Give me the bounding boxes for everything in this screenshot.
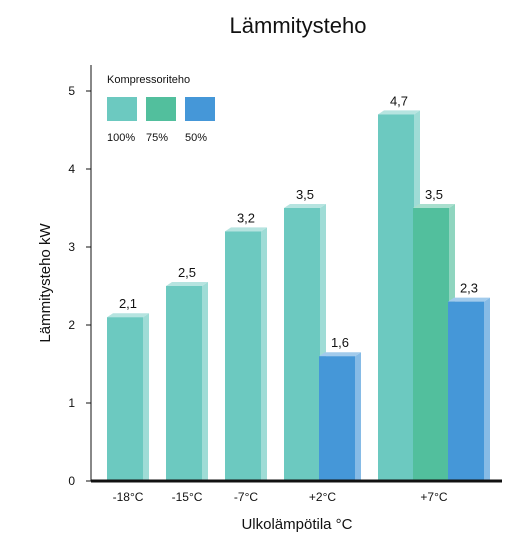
bar-side (355, 352, 361, 481)
bar-cap (448, 297, 490, 302)
bar-value-label: 3,2 (237, 210, 255, 225)
bar-cap (413, 204, 455, 208)
x-tick-label: -7°C (234, 490, 258, 504)
bar-value-label: 1,6 (331, 335, 349, 350)
legend-swatch (146, 97, 176, 121)
bar-value-label: 2,1 (119, 296, 137, 311)
bar-value-label: 3,5 (425, 187, 443, 202)
bar-group: 1,6 (319, 335, 361, 481)
bar-cap (107, 313, 149, 318)
bar (284, 208, 320, 481)
x-tick-label: +2°C (309, 490, 336, 504)
bar (413, 208, 449, 481)
legend-swatch (185, 97, 215, 121)
bar-cap (225, 227, 267, 232)
y-tick-label: 5 (68, 84, 75, 98)
bar-side (484, 297, 490, 481)
bar-value-label: 3,5 (296, 187, 314, 202)
bar-cap (319, 352, 361, 357)
bar-cap (166, 282, 208, 286)
y-axis-ticks: 0 1 2 3 4 5 (68, 84, 91, 488)
legend: Kompressoriteho 100% 75% 50% (107, 74, 215, 144)
legend-label: 75% (146, 132, 168, 144)
bar (378, 114, 414, 482)
bar (448, 301, 484, 481)
legend-title: Kompressoriteho (107, 74, 190, 86)
bar-cap (378, 110, 420, 115)
bar-group: 3,2 (225, 210, 267, 481)
bar-value-label: 2,3 (460, 281, 478, 296)
bar (225, 231, 261, 481)
bars: 2,1 2,5 3,2 3,5 1,6 4,7 3,5 2,3 (107, 93, 490, 482)
bar-side (143, 313, 149, 481)
bar-value-label: 2,5 (178, 265, 196, 280)
bar-side (202, 282, 208, 481)
legend-label: 100% (107, 132, 135, 144)
x-tick-label: +7°C (420, 490, 447, 504)
bar (319, 356, 355, 481)
x-tick-label: -18°C (113, 490, 144, 504)
x-axis-label: Ulkolämpötila °C (241, 516, 352, 533)
y-tick-label: 3 (68, 240, 75, 254)
bar-group: 2,1 (107, 296, 149, 481)
bar-group: 2,3 (448, 281, 490, 481)
bar-side (261, 227, 267, 481)
y-tick-label: 1 (68, 396, 75, 410)
chart-title: Lämmitysteho (230, 13, 367, 38)
bar (107, 317, 143, 481)
x-axis-ticks: -18°C -15°C -7°C +2°C +7°C (113, 490, 448, 504)
bar-value-label: 4,7 (390, 93, 408, 108)
bar-group: 2,5 (166, 265, 208, 481)
legend-swatch (107, 97, 137, 121)
y-tick-label: 2 (68, 318, 75, 332)
legend-label: 50% (185, 132, 207, 144)
y-tick-label: 0 (68, 474, 75, 488)
x-tick-label: -15°C (172, 490, 203, 504)
bar-group: 3,5 (284, 187, 326, 481)
bar-cap (284, 204, 326, 208)
bar (166, 286, 202, 481)
y-tick-label: 4 (68, 162, 75, 176)
y-axis-label: Lämmitysteho kW (37, 223, 54, 343)
